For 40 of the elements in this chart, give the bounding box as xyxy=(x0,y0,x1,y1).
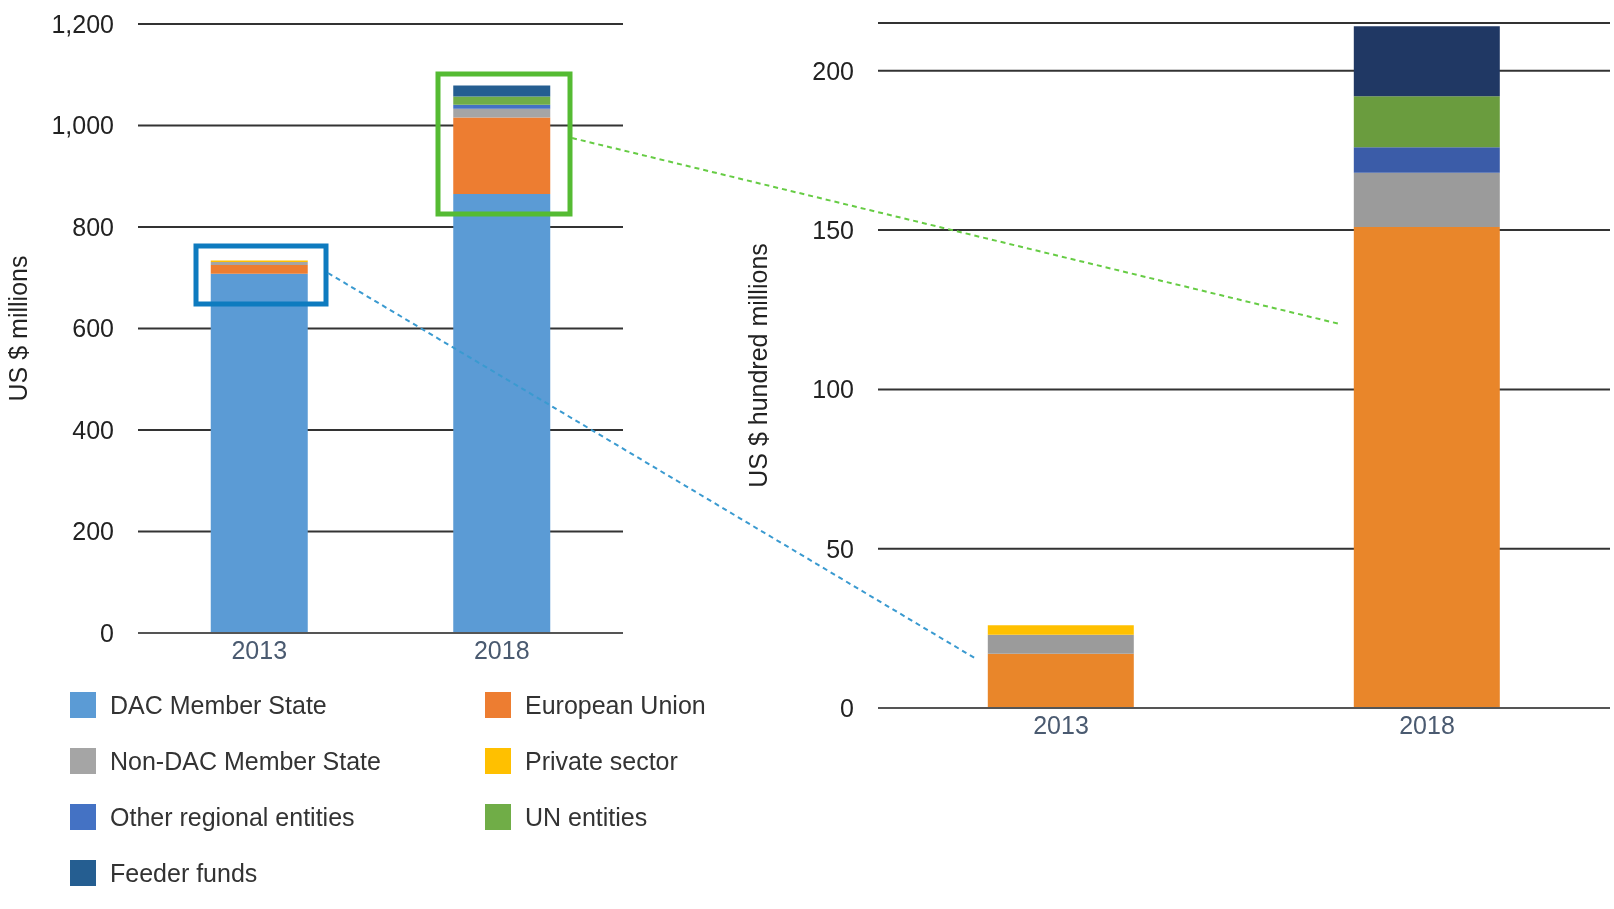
y-tick-label: 0 xyxy=(100,618,114,647)
y-tick-label: 1,000 xyxy=(51,111,114,140)
bar xyxy=(1353,147,1500,173)
bar xyxy=(453,104,551,109)
y-tick-label: 200 xyxy=(72,517,114,546)
bar xyxy=(453,96,551,105)
y-tick-label: 1,200 xyxy=(51,9,114,38)
y-tick-label: 50 xyxy=(826,534,854,563)
bar xyxy=(453,108,551,118)
y-tick-label: 800 xyxy=(72,212,114,241)
legend-label: Other regional entities xyxy=(110,802,355,832)
y-tick-label: 400 xyxy=(72,415,114,444)
x-tick-label: 2018 xyxy=(473,635,530,664)
y-axis-title: US $ hundred millions xyxy=(743,243,772,488)
legend-label: Feeder funds xyxy=(110,858,258,888)
bar xyxy=(987,634,1134,654)
bar xyxy=(1353,26,1500,97)
bar xyxy=(453,85,551,97)
legend-label: Non-DAC Member State xyxy=(110,746,381,776)
bar xyxy=(1353,226,1500,708)
bar xyxy=(987,653,1134,708)
bar xyxy=(1353,96,1500,148)
y-tick-label: 0 xyxy=(840,693,854,722)
bar xyxy=(987,625,1134,635)
bar xyxy=(210,262,308,266)
legend-label: European Union xyxy=(525,690,706,720)
y-tick-label: 600 xyxy=(72,314,114,343)
x-tick-label: 2018 xyxy=(1399,710,1455,739)
x-tick-label: 2013 xyxy=(231,635,288,664)
bar xyxy=(210,265,308,274)
x-tick-label: 2013 xyxy=(1033,710,1089,739)
y-axis-title: US $ millions xyxy=(3,255,32,402)
legend-label: UN entities xyxy=(525,802,648,832)
y-tick-label: 200 xyxy=(812,56,854,85)
y-tick-label: 100 xyxy=(812,375,854,404)
y-tick-label: 150 xyxy=(812,215,854,244)
legend-label: Private sector xyxy=(525,746,678,776)
bar xyxy=(1353,172,1500,227)
bar xyxy=(453,117,551,195)
legend-label: DAC Member State xyxy=(110,690,327,720)
